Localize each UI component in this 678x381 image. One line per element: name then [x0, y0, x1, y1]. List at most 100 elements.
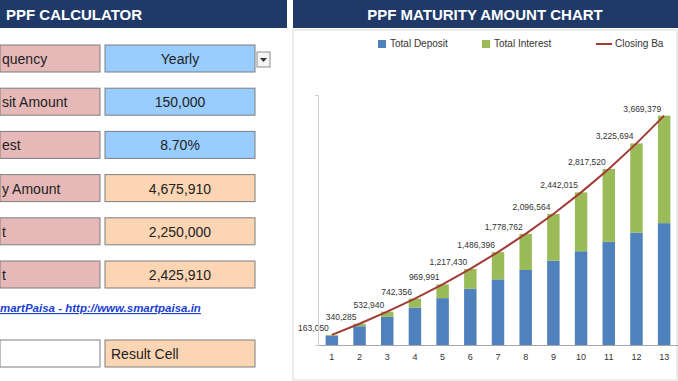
x-tick-label: 9: [551, 352, 556, 362]
x-tick: 6: [468, 345, 473, 362]
link[interactable]: martPaisa - http://www.smartpaisa.in: [0, 302, 201, 314]
value-cell: [105, 45, 255, 72]
value-text: 150,000: [155, 94, 206, 110]
x-tick: 2: [357, 345, 362, 362]
calculator-row: quencyYearly: [0, 45, 270, 72]
key-text: Result Cell: [111, 346, 179, 362]
chart-title: PPF MATURITY AMOUNT CHART: [367, 6, 603, 23]
bar: [409, 308, 421, 346]
bar: [353, 326, 365, 345]
x-tick-label: 1: [329, 352, 334, 362]
label-cell: [0, 261, 100, 288]
plot: [326, 116, 671, 345]
label-cell: [0, 45, 100, 72]
legend: Total Deposit Total Interest Closing Ba: [378, 38, 664, 49]
chart: PPF MATURITY AMOUNT CHART 163,050340,285 5…: [293, 0, 678, 380]
dropdown-button[interactable]: [257, 52, 270, 67]
calculator-row: y Amount 4,675,910: [0, 175, 255, 202]
legend-swatch: [596, 43, 612, 45]
data-label: 969,991: [409, 272, 440, 282]
x-tick: 8: [523, 345, 528, 362]
value-cell: [105, 175, 255, 202]
calculator-row: t 2,250,000: [0, 218, 255, 245]
x-tick-label: 13: [659, 352, 669, 362]
x-axis-line: [319, 345, 678, 346]
calculator-title: PPF CALCULATOR: [6, 6, 142, 23]
x-tick-label: 5: [440, 352, 445, 362]
x-tick-label: 2: [357, 352, 362, 362]
legend-swatch: [378, 40, 386, 48]
chart-area: [293, 30, 677, 380]
data-label: 3,225,694: [596, 131, 634, 141]
bar: [547, 214, 559, 261]
x-axis: 12345678910111213: [319, 345, 678, 362]
page: PPF CALCULATOR quencyYearly sit Amount 150,…: [0, 0, 678, 381]
bar: [630, 143, 642, 232]
legend-item: Total Interest: [482, 38, 551, 49]
value-cell: [105, 88, 255, 115]
line: [332, 116, 664, 335]
data-label: 1,778,762: [485, 222, 523, 232]
label-cell: [0, 218, 100, 245]
legend-item: Closing Ba: [596, 38, 664, 49]
x-tick: 1: [329, 345, 334, 362]
value-text: 4,675,910: [149, 181, 211, 197]
label-text: sit Amount: [2, 94, 67, 110]
y-axis: [315, 96, 319, 346]
value-text: 8.70%: [160, 137, 200, 153]
label-text: est: [2, 137, 21, 153]
legend-label: Closing Ba: [615, 38, 664, 49]
data-labels: 163,050340,285532,940742,356969,9911,217…: [298, 104, 661, 333]
data-label: 2,817,520: [568, 157, 606, 167]
bar: [519, 270, 531, 345]
x-tick-label: 7: [495, 352, 500, 362]
data-label: 340,285: [326, 312, 357, 322]
x-tick: 10: [576, 345, 586, 362]
bar: [658, 223, 670, 345]
legend-swatch: [482, 40, 490, 48]
bar: [381, 317, 393, 345]
key-cell: [105, 340, 255, 367]
bar: [575, 192, 587, 251]
value-text: 2,425,910: [149, 267, 211, 283]
x-tick: 12: [631, 345, 641, 362]
legend-item: Total Deposit: [378, 38, 448, 49]
x-tick-label: 6: [468, 352, 473, 362]
bar: [492, 252, 504, 279]
x-tick-label: 10: [576, 352, 586, 362]
x-tick-label: 11: [604, 352, 613, 362]
bar: [519, 234, 531, 270]
data-label: 2,096,564: [513, 202, 551, 212]
bar: [464, 289, 476, 345]
bar: [547, 261, 559, 345]
x-tick: 7: [495, 345, 500, 362]
x-tick: 4: [412, 345, 417, 362]
legend-label: Total Deposit: [390, 38, 448, 49]
bar: [326, 336, 338, 345]
data-label: 742,356: [381, 287, 412, 297]
data-label: 163,050: [298, 323, 329, 333]
value-text: 2,250,000: [149, 224, 211, 240]
chart-header: [293, 0, 678, 28]
value-cell: [105, 131, 255, 158]
label-cell: [0, 131, 100, 158]
label-text: t: [2, 224, 6, 240]
bar: [575, 251, 587, 345]
dropdown-arrow[interactable]: [260, 58, 267, 62]
bar-series: [326, 223, 671, 345]
label-text: y Amount: [2, 181, 60, 197]
x-tick-label: 8: [523, 352, 528, 362]
calculator-header: [0, 0, 287, 28]
data-label: 1,486,396: [457, 240, 495, 250]
x-tick: 13: [659, 345, 669, 362]
label-text: t: [2, 267, 6, 283]
calculator-row: est 8.70%: [0, 131, 255, 158]
bar: [658, 116, 670, 223]
calculator: PPF CALCULATOR quencyYearly sit Amount 150,…: [0, 0, 287, 367]
calculator-row: t 2,425,910: [0, 261, 255, 288]
x-tick: 11: [604, 345, 613, 362]
value-cell: [105, 218, 255, 245]
calculator-row: sit Amount 150,000: [0, 88, 255, 115]
data-label: 532,940: [353, 300, 384, 310]
x-tick-label: 4: [412, 352, 417, 362]
